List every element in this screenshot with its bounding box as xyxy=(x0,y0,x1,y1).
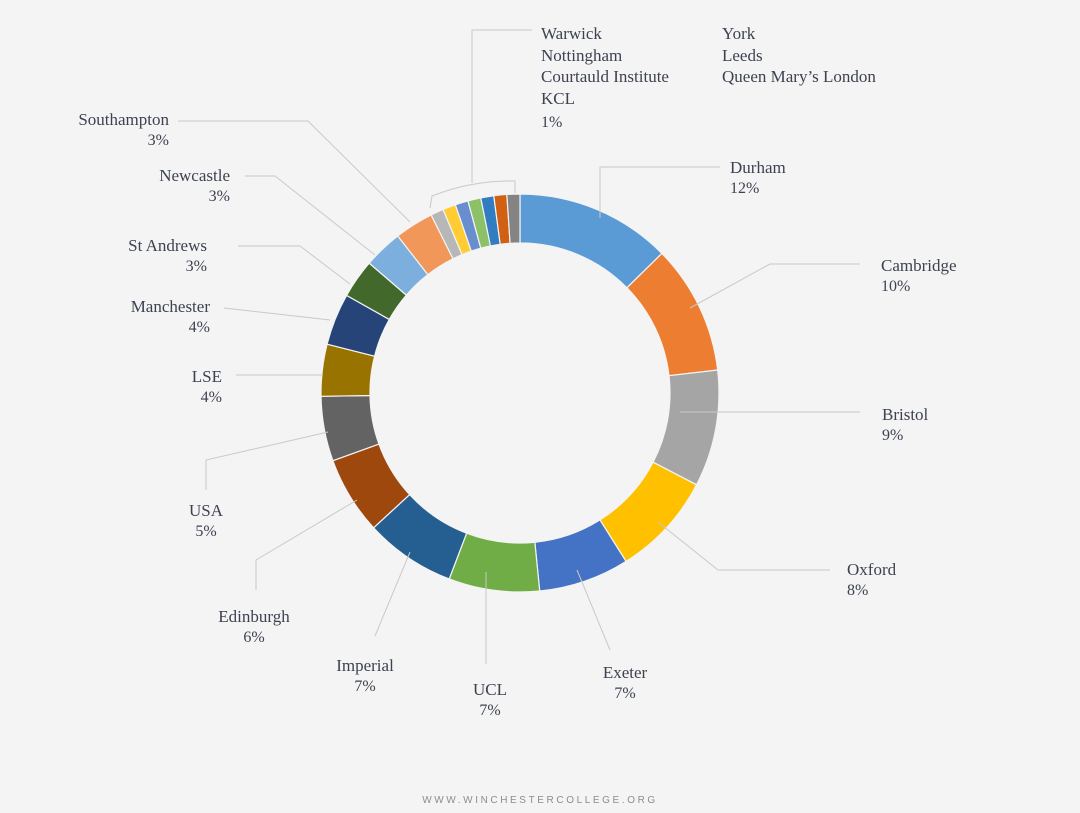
small-group-column-1: Warwick Nottingham Courtauld Institute K… xyxy=(541,23,669,109)
small-label-kcl: KCL xyxy=(541,88,575,108)
donut-slices xyxy=(320,193,720,593)
label-edinburgh: Edinburgh 6% xyxy=(218,607,290,646)
leader-line-cambridge xyxy=(689,263,860,309)
small-group-column-2: York Leeds Queen Mary’s London xyxy=(722,23,876,88)
label-ucl: UCL 7% xyxy=(473,680,507,719)
label-usa: USA 5% xyxy=(188,501,223,540)
leader-line-oxford xyxy=(657,521,830,571)
small-group-percent: 1% xyxy=(541,114,563,131)
small-label-leeds: Leeds xyxy=(722,45,763,65)
leader-line-imperial xyxy=(374,551,411,637)
small-label-courtauld: Courtauld Institute xyxy=(541,67,669,86)
label-st-andrews: St Andrews 3% xyxy=(128,236,207,275)
leader-line-edinburgh xyxy=(255,499,358,590)
leader-line-southampton xyxy=(178,120,411,223)
footer-url: WWW.WINCHESTERCOLLEGE.ORG xyxy=(422,795,658,806)
label-newcastle: Newcastle 3% xyxy=(159,166,230,205)
small-label-queen-marys: Queen Mary’s London xyxy=(722,67,876,86)
label-lse: LSE 4% xyxy=(191,367,222,406)
leader-line-st-andrews xyxy=(238,245,351,285)
small-label-warwick: Warwick xyxy=(541,24,602,43)
leader-line-durham xyxy=(599,166,720,218)
label-manchester: Manchester 4% xyxy=(130,297,210,336)
leader-lines xyxy=(178,29,860,664)
leader-line-manchester xyxy=(223,307,331,321)
label-southampton: Southampton 3% xyxy=(78,110,169,149)
slice-warwick xyxy=(506,193,521,244)
small-label-york: York xyxy=(722,24,756,43)
small-label-nottingham: Nottingham xyxy=(541,45,623,65)
label-durham: Durham 12% xyxy=(730,158,786,197)
leader-line-small-group xyxy=(471,29,532,183)
small-group-bracket xyxy=(429,180,516,209)
leader-line-usa xyxy=(205,431,329,490)
label-imperial: Imperial 7% xyxy=(336,656,394,695)
label-exeter: Exeter 7% xyxy=(602,663,648,702)
label-cambridge: Cambridge 10% xyxy=(881,256,957,295)
leader-line-exeter xyxy=(576,569,611,651)
label-oxford: Oxford 8% xyxy=(847,560,897,599)
label-bristol: Bristol 9% xyxy=(882,405,929,444)
leader-line-newcastle xyxy=(245,175,376,256)
